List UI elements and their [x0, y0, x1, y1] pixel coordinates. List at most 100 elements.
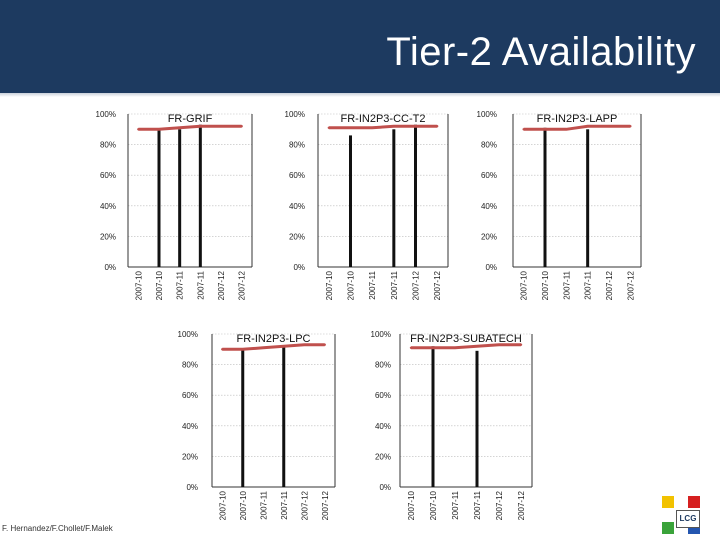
y-tick-label: 0% — [104, 263, 116, 272]
trend-point — [370, 126, 374, 129]
trend-point — [323, 343, 326, 346]
trend-point — [303, 343, 306, 346]
header-shadow — [0, 93, 720, 97]
trend-line — [523, 124, 631, 131]
x-tick-label: 2007-11 — [562, 270, 571, 299]
trend-point — [409, 346, 413, 349]
trend-point — [431, 346, 435, 349]
chart-title: FR-GRIF — [168, 113, 213, 125]
chart-panel: 0% 20% 40% 60% 80% 100% 2007-10 2007-10 2007-11 2… — [371, 330, 533, 520]
y-tick-label: 20% — [481, 232, 497, 241]
bar — [586, 129, 590, 267]
trend-point — [586, 125, 589, 128]
x-tick-label: 2007-11 — [176, 270, 185, 299]
x-tick-label: 2007-11 — [368, 270, 377, 299]
x-tick-label: 2007-11 — [451, 490, 460, 519]
x-tick-label: 2007-12 — [433, 270, 442, 300]
trend-point — [565, 128, 568, 131]
bar — [543, 127, 547, 268]
x-tick-label: 2007-12 — [495, 490, 504, 520]
x-tick-label: 2007-11 — [584, 270, 593, 299]
x-tick-label: 2007-12 — [517, 490, 526, 520]
y-tick-label: 0% — [485, 263, 497, 272]
y-tick-label: 40% — [375, 422, 391, 431]
chart-title: FR-IN2P3-SUBATECH — [410, 333, 522, 345]
trend-point — [137, 128, 140, 131]
bar — [282, 346, 286, 487]
x-tick-label: 2007-12 — [300, 490, 309, 520]
bar — [475, 350, 479, 487]
chart-panel: 0% 20% 40% 60% 80% 100% 2007-10 2007-10 2007-11 2… — [477, 110, 642, 300]
x-tick-label: 2007-12 — [217, 270, 226, 300]
logo-label: LCG — [676, 510, 700, 528]
x-tick-label: 2007-11 — [280, 490, 289, 519]
trend-line — [411, 343, 521, 350]
chart-panel: 0% 20% 40% 60% 80% 100% 2007-10 2007-10 2007-11 2… — [178, 330, 336, 520]
chart-title: FR-IN2P3-CC-T2 — [341, 113, 426, 125]
logo-square-green — [662, 522, 674, 534]
x-tick-label: 2007-12 — [605, 270, 614, 300]
y-tick-label: 60% — [289, 171, 305, 180]
trend-point — [241, 348, 244, 351]
chart-panel: 0% 20% 40% 60% 80% 100% 2007-10 2007-10 2007-11 2… — [285, 110, 449, 300]
trend-point — [414, 125, 417, 128]
trend-point — [327, 126, 331, 129]
trend-line — [138, 124, 242, 131]
y-tick-label: 100% — [285, 110, 305, 119]
y-tick-label: 100% — [178, 330, 198, 339]
y-tick-label: 40% — [100, 202, 116, 211]
bar — [157, 129, 161, 267]
trend-point — [199, 125, 202, 128]
x-tick-label: 2007-10 — [218, 490, 227, 520]
bar — [198, 124, 202, 268]
x-tick-label: 2007-10 — [239, 490, 248, 520]
trend-point — [240, 125, 243, 128]
trend-point — [178, 126, 181, 129]
logo-square-yellow — [662, 496, 674, 508]
y-tick-label: 60% — [100, 171, 116, 180]
x-tick-label: 2007-11 — [473, 490, 482, 519]
x-tick-label: 2007-12 — [238, 270, 247, 300]
trend-point — [282, 345, 285, 348]
trend-point — [629, 125, 632, 128]
bar — [241, 349, 245, 487]
x-tick-label: 2007-10 — [325, 270, 334, 300]
y-tick-label: 80% — [289, 141, 305, 150]
x-tick-label: 2007-11 — [390, 270, 399, 299]
chart-title: FR-IN2P3-LPC — [237, 333, 311, 345]
x-tick-label: 2007-10 — [134, 270, 143, 300]
footer-credit: F. Hernandez/F.Chollet/F.Malek — [2, 524, 113, 533]
x-tick-label: 2007-12 — [412, 270, 421, 300]
y-tick-label: 0% — [379, 483, 391, 492]
bar — [178, 129, 182, 267]
x-tick-label: 2007-12 — [321, 490, 330, 520]
trend-line — [328, 124, 438, 130]
trend-point — [435, 125, 439, 128]
x-tick-label: 2007-10 — [541, 270, 550, 300]
x-tick-label: 2007-11 — [259, 490, 268, 519]
y-tick-label: 100% — [371, 330, 391, 339]
y-tick-label: 20% — [182, 452, 198, 461]
trend-line — [222, 343, 325, 351]
bar — [349, 135, 352, 267]
y-tick-label: 40% — [481, 202, 497, 211]
y-tick-label: 40% — [289, 202, 305, 211]
x-tick-label: 2007-12 — [626, 270, 635, 300]
x-tick-label: 2007-10 — [155, 270, 164, 300]
bar — [392, 129, 396, 267]
trend-point — [392, 125, 396, 128]
chart-title: FR-IN2P3-LAPP — [537, 113, 618, 125]
trend-point — [157, 128, 161, 131]
trend-point — [219, 125, 223, 128]
y-tick-label: 20% — [100, 232, 116, 241]
x-tick-label: 2007-10 — [429, 490, 438, 520]
y-tick-label: 20% — [289, 232, 305, 241]
y-tick-label: 60% — [481, 171, 497, 180]
header-band — [0, 0, 720, 93]
x-tick-label: 2007-10 — [407, 490, 416, 520]
y-tick-label: 20% — [375, 452, 391, 461]
chart-panel: 0% 20% 40% 60% 80% 100% 2007-10 2007-10 2007-11 2… — [96, 110, 253, 300]
y-tick-label: 60% — [182, 391, 198, 400]
y-tick-label: 40% — [182, 422, 198, 431]
